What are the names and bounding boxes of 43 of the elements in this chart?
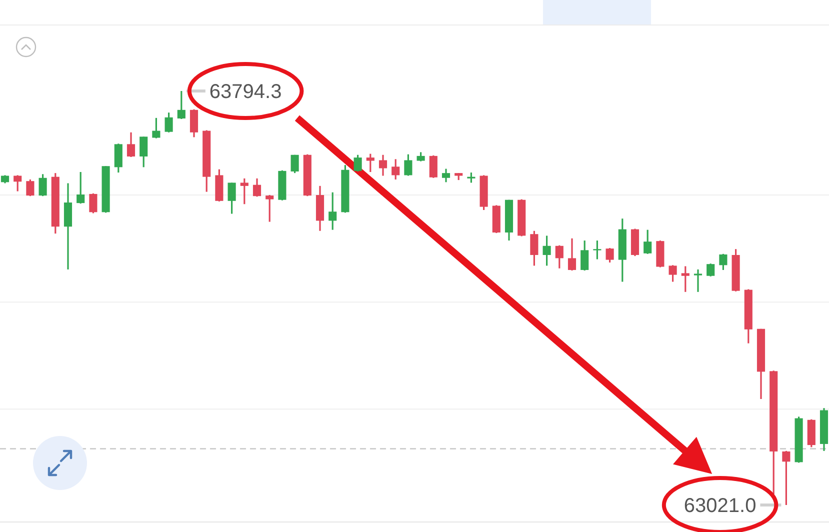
candlestick [467,172,476,184]
candlestick [416,151,425,162]
candlestick [177,90,186,120]
candlestick [76,171,85,204]
candlestick [681,265,690,293]
candlestick [442,168,450,183]
candlestick [38,173,47,197]
candlestick [404,154,412,177]
candlestick [706,262,715,278]
candlestick [530,230,538,266]
candlestick [555,244,564,270]
candlestick [606,247,614,264]
candlestick [228,182,236,215]
candlestick [580,240,589,272]
candlestick [719,253,728,271]
candlestick [429,154,438,179]
candlestick [266,194,274,223]
candlestick [644,229,652,255]
candlestick [152,117,160,140]
candlestick [252,178,262,198]
annotation: 63794.3 [209,81,282,103]
candlestick [694,268,702,293]
candlestick [782,450,790,506]
candlestick [190,108,198,138]
candlestick [164,112,173,134]
candlestick [542,234,551,266]
candlestick [378,154,388,177]
candlestick [366,153,374,173]
candlestick [140,136,148,168]
candlestick [126,132,136,158]
candlestick [593,240,602,260]
candlestick [290,154,299,174]
candlestick [668,264,677,283]
candlestick [89,192,98,214]
candlestick [240,178,248,205]
candlestick [568,238,576,272]
candlestick [328,192,337,231]
annotation: 63021.0 [684,495,756,517]
candlestick [354,154,362,172]
candlestick [26,178,34,197]
candlestick [14,174,22,192]
candlestick [392,158,400,180]
candlestick [114,142,122,174]
